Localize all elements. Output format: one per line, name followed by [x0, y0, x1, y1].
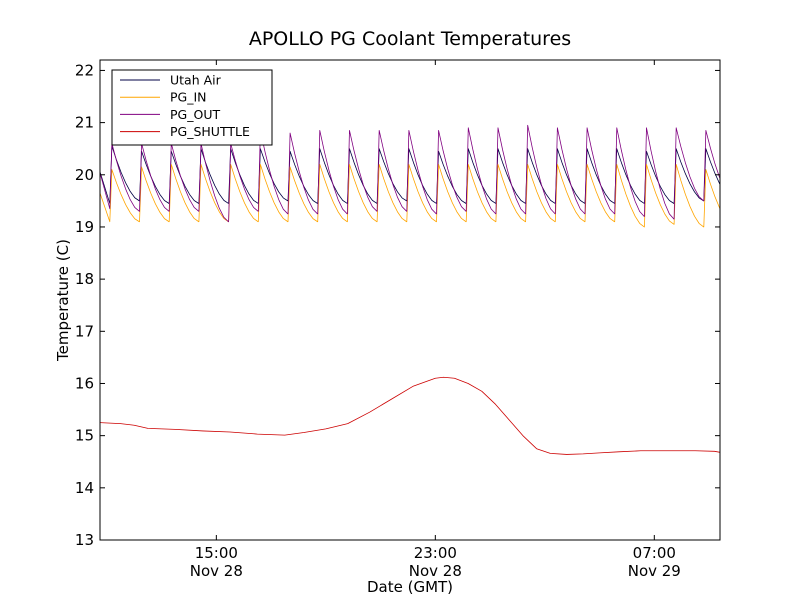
chart-title: APOLLO PG Coolant Temperatures [249, 28, 571, 50]
legend-entry-label: Utah Air [170, 73, 222, 88]
y-tick-label: 18 [75, 270, 94, 288]
legend-entry-label: PG_SHUTTLE [170, 124, 250, 139]
y-tick-label: 17 [75, 322, 94, 340]
series-group [100, 124, 720, 455]
x-tick-time-label: 15:00 [195, 544, 238, 562]
x-tick-date-label: Nov 28 [409, 562, 462, 580]
y-tick-label: 20 [75, 166, 94, 184]
y-tick-label: 16 [75, 374, 94, 392]
x-axis-label: Date (GMT) [367, 578, 453, 596]
x-tick-time-label: 23:00 [414, 544, 457, 562]
y-tick-label: 13 [75, 531, 94, 549]
y-tick-label: 19 [75, 218, 94, 236]
series-line-pg-shuttle [100, 376, 720, 455]
series-line-pg-in [100, 163, 720, 228]
y-tick-label: 14 [75, 479, 94, 497]
legend-entry-label: PG_IN [170, 90, 207, 105]
x-tick-date-label: Nov 29 [628, 562, 681, 580]
x-tick-date-label: Nov 28 [190, 562, 243, 580]
y-tick-label: 15 [75, 427, 94, 445]
legend: Utah Air PG_IN PG_OUT PG_SHUTTLE [111, 69, 273, 146]
x-tick-time-label: 07:00 [633, 544, 676, 562]
y-tick-label: 21 [75, 114, 94, 132]
plot-frame [99, 59, 721, 541]
y-tick-label: 22 [75, 61, 94, 79]
legend-entry-label: PG_OUT [170, 107, 220, 122]
y-axis-label: Temperature (C) [54, 239, 72, 362]
series-line-utah-air [100, 145, 720, 204]
legend-box [111, 69, 273, 146]
series-line-pg-out [100, 124, 720, 223]
